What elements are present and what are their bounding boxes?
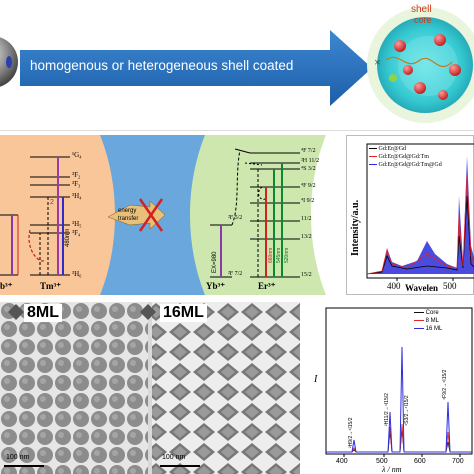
er-level-label: 15/2 <box>301 272 312 278</box>
emission-line-16ml <box>326 346 472 453</box>
er-level-label: ⁴F 7/2 <box>301 148 316 154</box>
transfer-label: energy <box>118 208 137 214</box>
transition-label: ⁴S3/2→⁴I15/2 <box>404 395 410 426</box>
red-dot <box>414 82 426 94</box>
tem-16ml-image <box>152 302 300 474</box>
red-dot <box>394 40 406 52</box>
process-arrow <box>20 30 372 106</box>
er-level-label: ²H 11/2 <box>301 158 320 164</box>
er-emission-label: 660nm <box>268 247 274 263</box>
tem-8ml-image <box>0 302 148 474</box>
spectrum-line-red <box>366 175 474 275</box>
er-level-label: ⁴S 3/2 <box>301 166 316 172</box>
legend-label: Core <box>425 310 439 316</box>
diamond-icon <box>8 304 24 320</box>
yb-left-label: b³⁺ <box>0 281 13 291</box>
tm-emission-wavelength: 480nm <box>65 228 71 247</box>
legend-label: 8 ML <box>425 318 440 324</box>
emission-legend-item: Core <box>414 310 439 316</box>
legend-label: Gd:Er@Gd@Gd:Tm <box>378 154 429 160</box>
divider <box>0 130 474 131</box>
core-label: core <box>414 15 432 25</box>
spectrum-panel: Gd:Er@Gd Gd:Er@Gd@Gd:Tm Gd:Er@Gd@Gd:Tm@G… <box>346 135 474 295</box>
tm-level-label: ³H₅ <box>72 220 82 228</box>
er-emission-label: 520nm <box>284 247 290 263</box>
tick-label: 400 <box>387 281 401 291</box>
legend-item: Gd:Er@Gd <box>369 146 406 152</box>
tm-label: Tm³⁺ <box>40 281 61 291</box>
shell-label: shell <box>411 4 432 15</box>
legend-item: Gd:Er@Gd@Gd:Tm <box>369 154 429 160</box>
tick-label: 500 <box>443 281 457 291</box>
cross-mark: × <box>374 55 381 69</box>
er-level-label: 13/2 <box>301 234 312 240</box>
tick-label: 500 <box>376 458 388 465</box>
tem-label-8ml: 8ML <box>24 304 62 322</box>
inner-core <box>398 36 458 96</box>
small-dot-left <box>6 56 12 68</box>
green-dot <box>389 74 397 82</box>
transition-label: ²H11/2→⁴I15/2 <box>384 393 390 426</box>
spectrum-ylabel: Intensity/a.u. <box>350 199 361 256</box>
tick-label: 700 <box>452 458 464 465</box>
tm-level-label: ³F₃ <box>72 180 81 188</box>
tick-label: 600 <box>414 458 426 465</box>
top-illustration: × <box>0 7 474 123</box>
spectrum-xlabel: Wavelen <box>405 283 438 293</box>
er-label: Er³⁺ <box>258 281 276 291</box>
er-level-label: ⁴I 9/2 <box>301 198 315 204</box>
transition-label: ⁴F9/2→⁴I15/2 <box>442 369 448 400</box>
emission-legend-item: 8 ML <box>414 318 439 324</box>
tick-label: 400 <box>336 458 348 465</box>
legend-label: Gd:Er@Gd <box>378 146 407 152</box>
energy-path <box>385 56 453 68</box>
er-level-label: 11/2 <box>301 216 312 222</box>
yb-level-label: ²F 5/2 <box>228 215 243 221</box>
emission-plot <box>325 307 473 457</box>
yb-level-label: ²F 7/2 <box>228 271 243 277</box>
emission-panel: Core 8 ML 16 ML I ²H9/2→⁴I15/2 ²H11/2→⁴I… <box>304 302 474 474</box>
yb-right-label: Yb³⁺ <box>206 281 225 291</box>
red-dot <box>434 34 446 46</box>
tem-label-16ml: 16ML <box>160 304 207 322</box>
transfer-arrow <box>107 200 166 230</box>
arrow-label: homogenous or heterogeneous shell coated <box>30 58 294 73</box>
tm-level-label: ³F₂ <box>72 171 81 179</box>
scale-bar-label: 100 nm <box>6 454 30 461</box>
red-dot <box>403 65 413 75</box>
scale-bar-label: 100 nm <box>162 454 186 461</box>
tem-panel: 8ML 16ML 100 nm 100 nm <box>0 302 300 474</box>
red-dot <box>449 64 461 76</box>
legend-label: 16 ML <box>425 326 443 332</box>
diamond-icon <box>140 304 156 320</box>
red-dot <box>438 90 448 100</box>
tem-images <box>0 302 300 474</box>
emission-legend-item: 16 ML <box>414 326 442 332</box>
tm-level-label: ³F₄ <box>72 229 81 237</box>
top-band: × homogenous or heterogeneous shell coat… <box>0 0 474 130</box>
legend-item: Gd:Er@Gd@Gd:Tm@Gd <box>369 162 442 168</box>
er-emission-label: 545nm <box>276 247 282 263</box>
tm-level-label: ³H₄ <box>72 192 82 200</box>
er-level-label: ⁴F 9/2 <box>301 183 316 189</box>
tm-level-label: ¹G₄ <box>72 151 82 159</box>
tm-level-label: ³H₆ <box>72 270 82 278</box>
transfer-label: transfer <box>118 216 139 222</box>
emission-ylabel: I <box>314 374 318 385</box>
tm-emission-number: 2 <box>50 199 54 206</box>
spectrum-plot <box>366 143 474 281</box>
energy-diagram: ¹G₄ ³F₂ ³F₃ ³H₄ ³H₅ ³F₄ ³H₆ 2 480nm b³⁺ … <box>0 135 342 295</box>
ex-label: EX=980 <box>212 251 218 273</box>
emission-xlabel: λ / nm <box>382 465 402 474</box>
spectrum-line-black <box>366 195 474 275</box>
transition-label: ²H9/2→⁴I15/2 <box>348 417 354 449</box>
legend-label: Gd:Er@Gd@Gd:Tm@Gd <box>378 162 442 168</box>
